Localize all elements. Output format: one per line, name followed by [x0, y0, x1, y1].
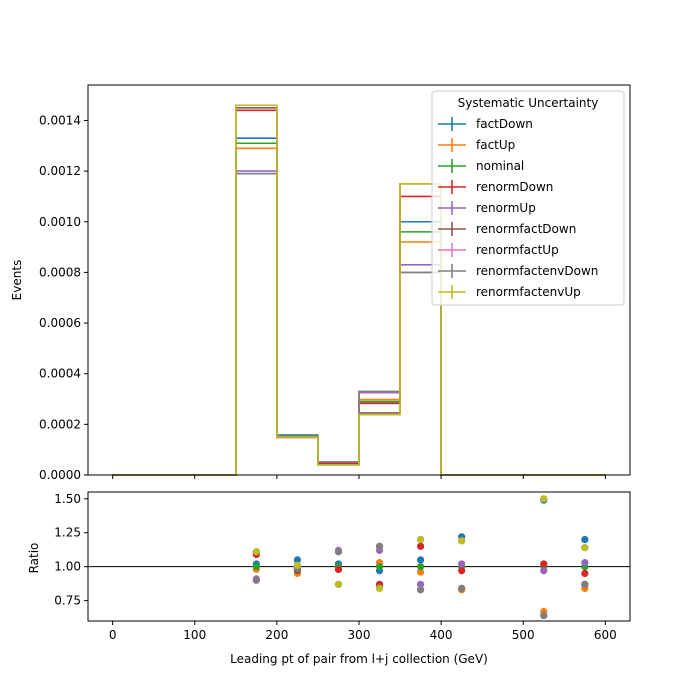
- legend-label: renormfactenvDown: [476, 264, 598, 278]
- main-x-ticks: [112, 475, 606, 479]
- ratio-y-tick-label: 1.25: [54, 526, 81, 540]
- ratio-point-renormUp: [458, 560, 466, 568]
- ratio-point-renormfactenvDown: [581, 580, 589, 588]
- ratio-point-renormfactenvUp: [252, 548, 260, 556]
- x-tick-label: 500: [512, 628, 535, 642]
- main-y-tick-label: 0.0012: [39, 164, 81, 178]
- legend-label: renormfactUp: [476, 243, 559, 257]
- ratio-points: [252, 495, 589, 620]
- legend-label: nominal: [476, 159, 524, 173]
- ratio-point-factUp: [416, 568, 425, 576]
- legend-entry-renormDown: renormDown: [438, 180, 553, 194]
- main-y-tick-label: 0.0010: [39, 215, 81, 229]
- ratio-point-renormfactenvDown: [252, 576, 260, 584]
- ratio-point-renormfactenvDown: [540, 611, 548, 620]
- x-tick-label: 600: [594, 628, 617, 642]
- x-axis-label: Leading pt of pair from l+j collection (…: [230, 652, 488, 666]
- ratio-point-nominal: [375, 563, 384, 571]
- main-y-tick-label: 0.0008: [39, 265, 81, 279]
- ratio-point-nominal: [252, 563, 260, 571]
- legend-entry-nominal: nominal: [438, 159, 524, 173]
- ratio-point-nominal: [416, 563, 425, 571]
- x-tick-label: 400: [430, 628, 453, 642]
- ratio-point-renormfactenvUp: [293, 561, 302, 569]
- ratio-point-factDown: [416, 556, 425, 564]
- x-tick-label: 200: [265, 628, 288, 642]
- ratio-point-renormUp: [540, 567, 548, 575]
- ratio-point-renormfactenvDown: [416, 586, 425, 594]
- ratio-point-renormfactenvUp: [540, 495, 548, 503]
- ratio-y-tick-label: 1.50: [54, 492, 81, 506]
- legend-frame: [431, 90, 625, 306]
- legend-label: factDown: [476, 117, 533, 131]
- legend-label: factUp: [476, 138, 515, 152]
- legend-entry-renormfactUp: renormfactUp: [438, 243, 559, 257]
- ratio-y-axis-label: Ratio: [27, 543, 41, 574]
- main-y-tick-label: 0.0014: [39, 113, 81, 127]
- ratio-y-tick-label: 1.00: [54, 560, 81, 574]
- main-y-tick-label: 0.0004: [39, 367, 81, 381]
- ratio-point-renormfactenvDown: [375, 542, 384, 550]
- legend-label: renormfactDown: [476, 222, 576, 236]
- ratio-point-renormUp: [581, 559, 589, 567]
- x-tick-label: 300: [348, 628, 371, 642]
- main-y-ticks: 0.0000 0.0002 0.0004 0.0006 0.0008 0.0010 0.00…: [39, 113, 88, 482]
- ratio-x-ticks: 0 100 200 300 400 500 600: [109, 621, 617, 642]
- legend-entry-renormUp: renormUp: [438, 201, 536, 215]
- ratio-point-renormDown: [581, 569, 589, 578]
- x-tick-label: 100: [183, 628, 206, 642]
- ratio-point-renormDown: [540, 560, 548, 568]
- legend-entry-factDown: factDown: [438, 117, 533, 131]
- ratio-point-renormDown: [458, 567, 466, 575]
- ratio-point-factDown: [293, 556, 302, 564]
- ratio-point-renormfactenvDown: [458, 584, 466, 593]
- legend-entry-renormfactDown: renormfactDown: [438, 222, 576, 236]
- legend-title: Systematic Uncertainty: [458, 96, 599, 110]
- ratio-panel: 0 100 200 300 400 500 600 0.75 1.00 1.25 1.50 Rat…: [27, 491, 631, 666]
- main-y-axis-label: Events: [10, 260, 24, 301]
- ratio-y-tick-label: 0.75: [54, 594, 81, 608]
- x-tick-label: 0: [109, 628, 117, 642]
- legend: Systematic Uncertainty factDown factUp nom…: [431, 90, 625, 306]
- legend-entry-factUp: factUp: [438, 138, 515, 152]
- ratio-point-renormUp: [416, 580, 425, 588]
- ratio-point-factDown: [581, 535, 589, 544]
- legend-label: renormDown: [476, 180, 553, 194]
- main-y-tick-label: 0.0002: [39, 417, 81, 431]
- legend-entry-renormfactenvUp: renormfactenvUp: [438, 285, 581, 299]
- legend-entries: factDown factUp nominal renormDown renormUp r…: [438, 117, 598, 299]
- main-panel: 0.0000 0.0002 0.0004 0.0006 0.0008 0.0010 0.00…: [10, 84, 631, 482]
- ratio-point-renormfactenvUp: [334, 580, 343, 588]
- ratio-point-renormDown: [334, 565, 343, 574]
- ratio-point-renormDown: [416, 542, 425, 550]
- ratio-point-renormfactenvUp: [416, 535, 425, 544]
- ratio-point-renormfactenvUp: [458, 537, 466, 545]
- ratio-point-renormfactenvUp: [375, 584, 384, 593]
- ratio-point-renormfactenvUp: [581, 544, 589, 552]
- ratio-y-ticks: 0.75 1.00 1.25 1.50: [54, 492, 88, 608]
- legend-entry-renormfactenvDown: renormfactenvDown: [438, 264, 598, 278]
- ratio-point-renormfactenvDown: [334, 548, 343, 556]
- legend-label: renormUp: [476, 201, 536, 215]
- legend-label: renormfactenvUp: [476, 285, 581, 299]
- main-y-tick-label: 0.0006: [39, 316, 81, 330]
- main-y-tick-label: 0.0000: [39, 468, 81, 482]
